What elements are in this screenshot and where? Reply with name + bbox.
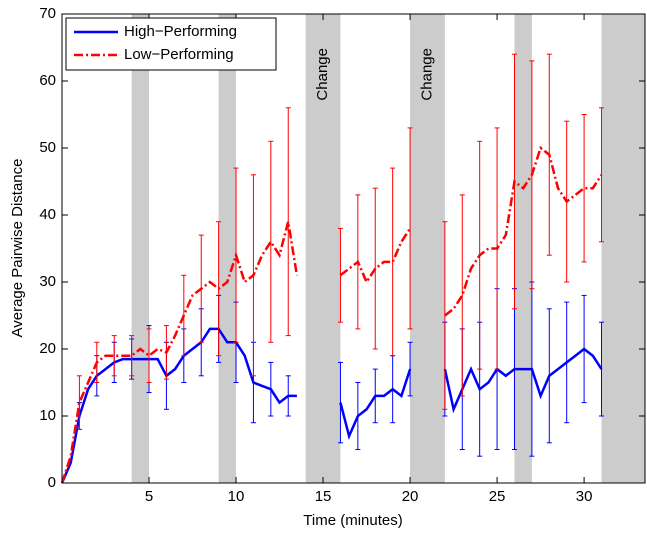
y-axis-label: Average Pairwise Distance: [9, 159, 26, 338]
error-bar: [268, 140, 274, 343]
error-bar: [285, 107, 291, 337]
shaded-region: [601, 14, 645, 483]
line-series: [60, 145, 603, 484]
annotation: Change: [314, 48, 331, 101]
y-tick-label: 30: [39, 273, 56, 290]
error-bar: [581, 114, 587, 263]
x-axis-label: Time (minutes): [303, 512, 402, 529]
error-bar: [390, 167, 396, 357]
x-tick-label: 10: [228, 488, 245, 505]
x-tick-label: 15: [315, 488, 332, 505]
error-bar: [129, 335, 135, 377]
y-tick-label: 10: [39, 407, 56, 424]
legend-box: [65, 17, 277, 71]
y-tick-label: 40: [39, 206, 56, 223]
plot-frame: [61, 13, 646, 484]
x-tick-label: 25: [489, 488, 506, 505]
shaded-region: [218, 14, 237, 483]
x-tick-label: 30: [576, 488, 593, 505]
legend-label: High−Performing: [124, 23, 237, 40]
y-tick-label: 70: [39, 5, 56, 22]
error-bar: [442, 221, 448, 410]
error-bar: [76, 375, 82, 430]
shaded-region: [131, 14, 150, 483]
error-bar: [407, 127, 413, 330]
y-tick-label: 60: [39, 72, 56, 89]
legend-label: Low−Performing: [124, 46, 234, 63]
y-tick-label: 50: [39, 139, 56, 156]
y-tick-label: 0: [48, 474, 56, 491]
x-tick-label: 20: [402, 488, 419, 505]
annotation: Change: [418, 48, 435, 101]
shaded-region: [410, 14, 445, 483]
shaded-region: [305, 14, 341, 483]
error-bar: [146, 328, 152, 383]
line-series: [60, 327, 603, 484]
shaded-region: [514, 14, 532, 483]
x-tick-label: 5: [145, 488, 153, 505]
error-bar: [111, 335, 117, 377]
error-bar: [459, 194, 465, 397]
y-tick-label: 20: [39, 340, 56, 357]
